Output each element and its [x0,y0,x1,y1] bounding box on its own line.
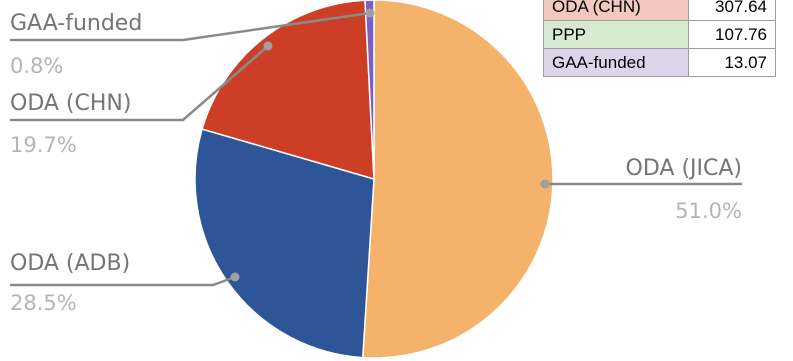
label-chn-pct: 19.7% [10,133,77,157]
value-table: ODA (CHN) 307.64 PPP 107.76 GAA-funded 13.07 [543,0,776,77]
label-adb-pct: 28.5% [10,291,77,315]
leader-dot-chn [263,41,273,51]
label-jica-pct: 51.0% [675,199,742,223]
table-row: PPP 107.76 [543,20,776,49]
table-row: GAA-funded 13.07 [543,48,776,77]
leader-adb [10,275,236,287]
leader-dot-jica [540,179,550,189]
leader-gaa [10,11,371,42]
slice-adb [194,128,375,359]
label-gaa-pct: 0.8% [10,54,63,78]
table-cell-value: 307.64 [688,0,776,21]
table-cell-name: PPP [543,20,689,49]
leader-dot-adb [230,272,240,282]
slice-gaa [364,0,375,180]
label-chn-name: ODA (CHN) [10,91,131,116]
label-jica-name: ODA (JICA) [626,156,742,181]
leader-lines [10,8,742,287]
leader-dot-gaa [365,8,375,18]
slice-jica [361,0,554,359]
table-cell-value: 13.07 [688,48,776,77]
pie-slices [194,0,554,359]
label-gaa-name: GAA-funded [10,11,142,36]
label-adb-name: ODA (ADB) [10,251,130,276]
table-cell-name: ODA (CHN) [543,0,689,21]
table-cell-value: 107.76 [688,20,776,49]
leader-chn [10,45,269,122]
table-cell-name: GAA-funded [543,48,689,77]
slice-chn [201,0,375,181]
table-row: ODA (CHN) 307.64 [543,0,776,21]
